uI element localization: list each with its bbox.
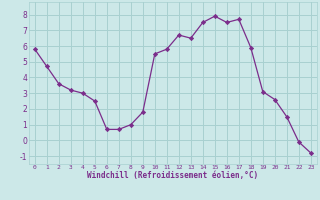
X-axis label: Windchill (Refroidissement éolien,°C): Windchill (Refroidissement éolien,°C)	[87, 171, 258, 180]
